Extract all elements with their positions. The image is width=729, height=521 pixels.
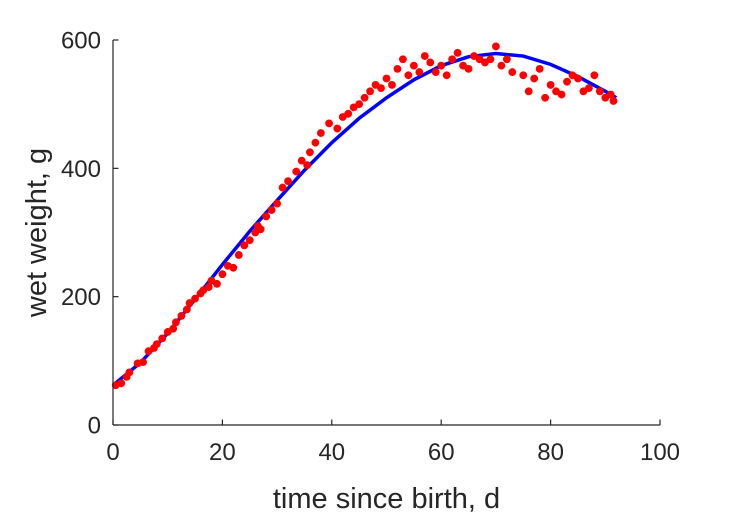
data-point <box>382 74 391 83</box>
y-axis-label: wet weight, g <box>21 148 53 318</box>
x-tick-label: 60 <box>428 439 455 466</box>
y-tick-label: 600 <box>61 28 101 55</box>
data-point <box>497 61 506 70</box>
data-point <box>464 64 473 73</box>
data-point <box>409 61 418 70</box>
data-point <box>172 318 180 327</box>
data-point <box>546 81 555 89</box>
data-point <box>541 93 550 102</box>
data-point <box>182 305 191 314</box>
data-point <box>431 68 440 76</box>
data-point <box>524 87 533 96</box>
y-ticks: 0 200 400 600 <box>61 28 119 440</box>
data-point <box>158 334 167 343</box>
data-point <box>297 156 306 165</box>
data-points <box>111 42 618 390</box>
data-point <box>360 93 369 102</box>
fit-line <box>111 51 618 387</box>
data-point <box>344 109 353 118</box>
data-point <box>557 90 566 99</box>
data-point <box>535 64 544 73</box>
data-point <box>267 206 276 214</box>
data-point <box>333 124 342 133</box>
data-point <box>595 87 604 96</box>
data-point <box>519 71 528 80</box>
data-point <box>273 199 281 208</box>
data-point <box>316 129 325 137</box>
data-point <box>399 55 407 64</box>
data-point <box>256 225 265 234</box>
data-point <box>584 84 593 93</box>
axes: 0 20 40 60 80 100 0 200 400 600 <box>61 28 680 467</box>
data-point <box>234 251 243 259</box>
data-point <box>306 148 314 157</box>
data-point <box>169 324 178 333</box>
plot-area <box>111 42 618 390</box>
data-point <box>204 283 213 291</box>
x-tick-label: 100 <box>640 439 680 466</box>
data-point <box>218 270 227 279</box>
x-tick-label: 20 <box>209 439 236 466</box>
data-point <box>415 68 424 76</box>
y-tick-label: 200 <box>61 284 101 311</box>
x-tick-label: 80 <box>537 439 564 466</box>
data-point <box>229 263 238 272</box>
data-point <box>508 68 517 76</box>
data-point <box>213 279 221 288</box>
data-point <box>303 161 312 170</box>
y-tick-label: 0 <box>88 413 101 440</box>
data-point <box>240 241 249 250</box>
data-point <box>366 87 374 96</box>
data-point <box>388 81 396 89</box>
data-point <box>355 100 364 109</box>
x-tick-label: 0 <box>106 439 119 466</box>
x-tick-label: 40 <box>318 439 345 466</box>
data-point <box>590 71 599 80</box>
data-point <box>325 119 333 128</box>
data-point <box>502 55 511 64</box>
data-point <box>426 58 435 67</box>
data-point <box>448 55 457 64</box>
data-point <box>139 358 147 367</box>
data-point <box>262 212 271 221</box>
data-point <box>245 236 254 245</box>
data-point <box>420 52 429 60</box>
data-point <box>311 138 320 147</box>
data-point <box>292 167 301 176</box>
x-ticks: 0 20 40 60 80 100 <box>106 419 680 466</box>
data-point <box>442 71 451 80</box>
data-point <box>177 312 186 320</box>
data-point <box>377 84 385 93</box>
data-point <box>574 74 582 83</box>
data-point <box>453 48 462 57</box>
data-point <box>606 90 615 99</box>
data-point <box>486 55 495 64</box>
data-point <box>125 368 134 377</box>
data-point <box>563 77 571 86</box>
data-point <box>609 97 618 105</box>
data-point <box>152 340 161 349</box>
y-tick-label: 400 <box>61 156 101 183</box>
data-point <box>185 299 194 307</box>
data-point <box>530 74 539 83</box>
data-point <box>278 183 287 192</box>
data-point <box>492 42 500 51</box>
data-point <box>437 61 446 70</box>
data-point <box>404 71 413 80</box>
x-axis-label: time since birth, d <box>273 483 500 515</box>
data-point <box>284 177 292 186</box>
data-point <box>191 294 199 303</box>
data-point <box>393 64 402 73</box>
data-point <box>117 379 126 388</box>
